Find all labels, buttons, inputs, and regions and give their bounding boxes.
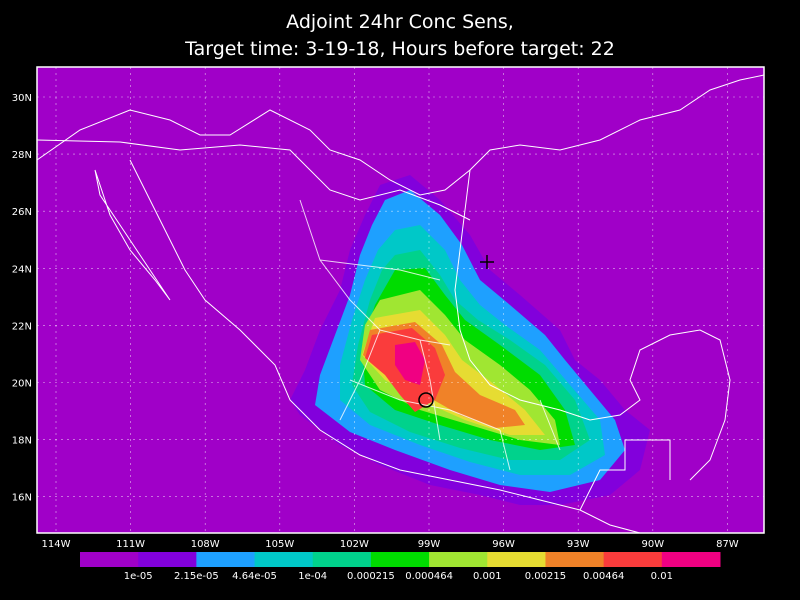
lon-label: 105W	[265, 539, 294, 550]
colorbar-swatch	[603, 552, 663, 567]
colorbar-swatch	[312, 552, 372, 567]
target-marker	[480, 255, 494, 269]
lat-label: 28N	[12, 150, 32, 161]
colorbar-label: 0.000464	[405, 571, 453, 582]
colorbar-label: 4.64e-05	[232, 571, 277, 582]
lat-label: 24N	[12, 264, 32, 275]
colorbar-swatch	[196, 552, 256, 567]
source-marker	[418, 392, 434, 408]
colorbar-swatch	[254, 552, 314, 567]
colorbar-label: 0.001	[473, 571, 502, 582]
lon-label: 99W	[418, 539, 441, 550]
colorbar-label: 0.01	[651, 571, 673, 582]
coastline	[36, 74, 765, 196]
contour	[395, 342, 425, 385]
map	[36, 66, 765, 534]
lon-label: 90W	[641, 539, 664, 550]
colorbar-label: 0.00464	[583, 571, 624, 582]
coastline	[129, 159, 641, 534]
colorbar-label: 2.15e-05	[174, 571, 219, 582]
state-lines	[299, 199, 561, 471]
map-frame	[36, 66, 765, 534]
lon-label: 108W	[191, 539, 220, 550]
grid	[37, 67, 764, 533]
lon-label: 96W	[492, 539, 515, 550]
colorbar-swatch	[487, 552, 546, 567]
title-line: Adjoint 24hr Conc Sens,	[286, 11, 514, 33]
lat-label: 30N	[12, 93, 32, 104]
lon-label: 87W	[716, 539, 739, 550]
lat-label: 26N	[12, 207, 32, 218]
lon-label: 114W	[42, 539, 71, 550]
lat-label: 22N	[12, 321, 32, 332]
colorbar-label: 0.000215	[347, 571, 395, 582]
lat-label: 20N	[12, 379, 32, 390]
colorbar-swatch	[80, 552, 139, 567]
lon-label: 93W	[567, 539, 590, 550]
colorbar-swatch	[429, 552, 488, 567]
colorbar: 1e-05 2.15e-05 4.64e-05 1e-04 0.000215 0.0004…	[80, 552, 721, 582]
lat-label: 16N	[12, 493, 32, 504]
lon-label: 111W	[116, 539, 145, 550]
coastline	[454, 169, 731, 481]
title-line: Target time: 3-19-18, Hours before targe…	[184, 38, 615, 60]
colorbar-swatch	[661, 552, 721, 567]
colorbar-label: 1e-04	[298, 571, 327, 582]
colorbar-label: 1e-05	[124, 571, 153, 582]
lat-label: 18N	[12, 436, 32, 447]
colorbar-swatch	[370, 552, 430, 567]
colorbar-swatch	[138, 552, 197, 567]
lon-label: 102W	[340, 539, 369, 550]
coastline	[94, 169, 171, 301]
colorbar-label: 0.00215	[525, 571, 566, 582]
colorbar-swatch	[545, 552, 605, 567]
border	[36, 139, 671, 511]
